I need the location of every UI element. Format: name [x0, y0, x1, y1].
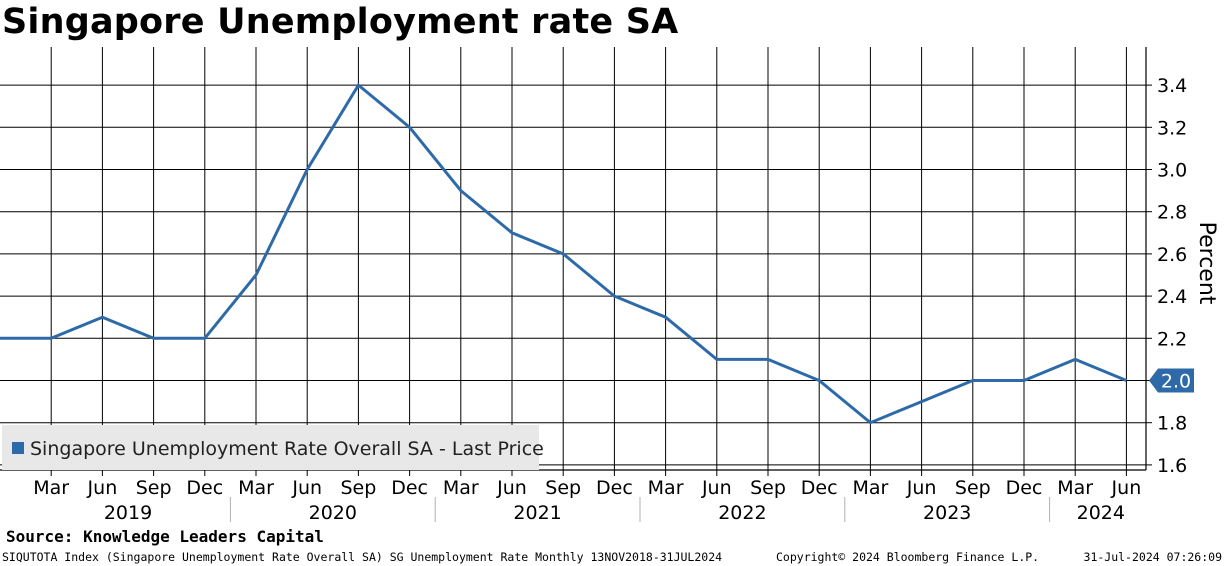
source-note: Source: Knowledge Leaders Capital: [6, 527, 324, 546]
x-tick-label: Mar: [648, 477, 684, 499]
data-point: [101, 316, 104, 319]
data-point: [715, 358, 718, 361]
axes: 1.6 1.8 2.0 2.2 2.4 2.6 2.8 3.0 3.2 3.4 Mar Jun Sep D…: [0, 47, 1219, 524]
series-line: [0, 82, 1127, 425]
y-tick-label: 3.2: [1157, 117, 1187, 139]
data-point: [1125, 379, 1128, 382]
x-tick-label: Sep: [136, 477, 172, 499]
x-tick-label: Mar: [443, 477, 479, 499]
year-label: 2021: [513, 502, 561, 524]
x-tick-label: Sep: [955, 477, 991, 499]
data-point: [869, 421, 872, 424]
y-tick-label: 2.2: [1157, 328, 1187, 350]
x-tick-label: Dec: [391, 477, 428, 499]
footer-copyright: Copyright© 2024 Bloomberg Finance L.P.: [776, 550, 1040, 564]
data-point: [50, 337, 53, 340]
last-value-label: 2.0: [1161, 371, 1191, 393]
legend: Singapore Unemployment Rate Overall SA -…: [2, 425, 544, 470]
year-label: 2023: [923, 502, 971, 524]
x-tick-label: Jun: [496, 477, 527, 499]
data-point: [306, 168, 309, 171]
year-label: 2019: [104, 502, 152, 524]
year-label: 2020: [309, 502, 357, 524]
data-point: [255, 274, 258, 277]
data-point: [562, 252, 565, 255]
data-point: [408, 126, 411, 129]
x-tick-label: Sep: [340, 477, 376, 499]
y-tick-label: 2.8: [1157, 202, 1187, 224]
legend-box: [2, 425, 539, 470]
x-tick-label: Dec: [596, 477, 633, 499]
x-tick-label: Sep: [750, 477, 786, 499]
data-point: [1074, 358, 1077, 361]
legend-label: Singapore Unemployment Rate Overall SA -…: [30, 438, 544, 460]
y-tick-label: 2.6: [1157, 244, 1187, 266]
data-point: [920, 400, 923, 403]
series-layer: [0, 82, 1128, 425]
data-point: [818, 379, 821, 382]
x-tick-label: Mar: [852, 477, 888, 499]
x-tick-label: Jun: [1111, 477, 1142, 499]
x-tick-label: Mar: [238, 477, 274, 499]
footer-index-description: SIQUTOTA Index (Singapore Unemployment R…: [2, 550, 723, 564]
last-value-tag: [1149, 368, 1194, 393]
x-tick-label: Sep: [545, 477, 581, 499]
x-tick-label: Jun: [701, 477, 732, 499]
grid: [0, 47, 1146, 470]
y-tick-label: 1.8: [1157, 413, 1187, 435]
x-tick-label: Mar: [33, 477, 69, 499]
footer-timestamp: 31-Jul-2024 07:26:09: [1083, 550, 1222, 564]
y-tick-label: 1.6: [1157, 455, 1187, 477]
data-point: [152, 337, 155, 340]
data-point: [511, 231, 514, 234]
year-label: 2024: [1077, 502, 1125, 524]
y-axis-title: Percent: [1194, 222, 1219, 305]
y-tick-label: 3.4: [1157, 75, 1187, 97]
y-tick-label: 2.4: [1157, 286, 1187, 308]
chart-title: Singapore Unemployment rate SA: [2, 2, 679, 42]
x-tick-label: Mar: [1057, 477, 1093, 499]
data-point: [459, 189, 462, 192]
x-tick-label: Jun: [87, 477, 118, 499]
data-point: [203, 337, 206, 340]
x-tick-label: Jun: [906, 477, 937, 499]
x-tick-label: Jun: [291, 477, 322, 499]
x-tick-label: Dec: [1006, 477, 1043, 499]
y-tick-label: 3.0: [1157, 160, 1187, 182]
year-label: 2022: [718, 502, 766, 524]
x-tick-label: Dec: [801, 477, 838, 499]
legend-swatch: [12, 442, 24, 454]
data-point: [664, 316, 667, 319]
data-point: [971, 379, 974, 382]
data-point: [613, 295, 616, 298]
data-point: [1023, 379, 1026, 382]
x-tick-label: Dec: [186, 477, 223, 499]
data-point: [357, 84, 360, 87]
data-point: [767, 358, 770, 361]
